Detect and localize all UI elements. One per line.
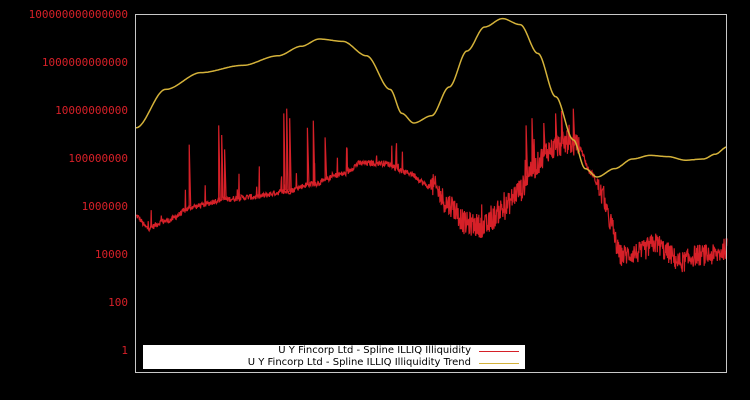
- y-tick-label: 100000000: [68, 152, 128, 165]
- y-tick-label: 100: [108, 296, 128, 309]
- legend-swatch-red: [479, 350, 519, 352]
- legend-label: U Y Fincorp Ltd - Spline ILLIQ Illiquidi…: [247, 357, 471, 368]
- y-tick-label: 10000000000: [55, 104, 128, 117]
- plot-frame: [135, 14, 727, 373]
- y-tick-label: 1000000: [81, 200, 128, 213]
- y-tick-label: 1: [121, 344, 128, 357]
- legend-item-illiquidity: U Y Fincorp Ltd - Spline ILLIQ Illiquidi…: [278, 345, 519, 357]
- y-tick-label: 1000000000000: [41, 56, 128, 69]
- legend-label: U Y Fincorp Ltd - Spline ILLIQ Illiquidi…: [278, 345, 471, 356]
- legend-swatch-yellow: [479, 362, 519, 364]
- illiquidity-trend-line: [135, 17, 728, 178]
- y-tick-label: 100000000000000: [28, 8, 128, 21]
- legend-item-trend: U Y Fincorp Ltd - Spline ILLIQ Illiquidi…: [248, 357, 519, 369]
- illiquidity-series-line: [135, 108, 728, 273]
- y-tick-label: 10000: [94, 248, 128, 261]
- chart-legend: U Y Fincorp Ltd - Spline ILLIQ Illiquidi…: [143, 345, 525, 369]
